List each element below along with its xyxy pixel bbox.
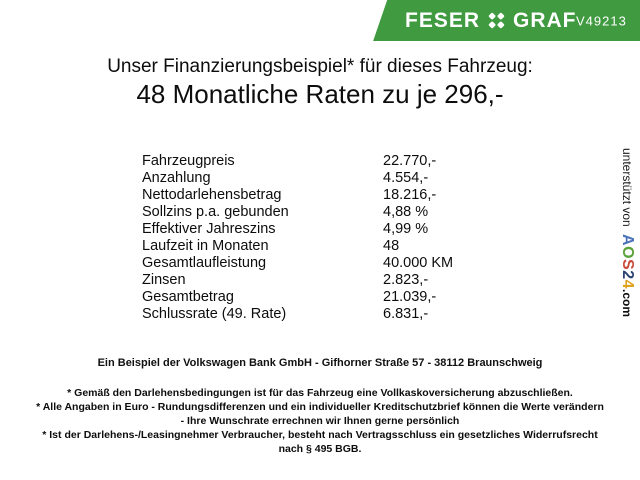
- finance-table: Fahrzeugpreis 22.770,- Anzahlung 4.554,- Net…: [142, 153, 453, 323]
- aos24-letter: O: [619, 245, 636, 259]
- clover-icon: [487, 11, 506, 30]
- finance-row-value: 4,88 %: [383, 204, 429, 220]
- finance-row-value: 6.831,-: [383, 306, 429, 322]
- finance-row-label: Gesamtlaufleistung: [142, 255, 267, 271]
- finance-row-value: 48: [383, 238, 400, 254]
- finance-row: Sollzins p.a. gebunden 4,88 %: [142, 204, 453, 221]
- aos24-letter: 2: [619, 269, 636, 280]
- finance-row-value: 22.770,-: [383, 153, 437, 169]
- finance-row-label: Schlussrate (49. Rate): [142, 306, 287, 322]
- support-watermark: unterstützt von AOS24 .com: [618, 148, 636, 317]
- watermark-domain-suffix: .com: [620, 288, 634, 317]
- finance-row-label: Sollzins p.a. gebunden: [142, 204, 289, 220]
- finance-row-label: Zinsen: [142, 272, 186, 288]
- aos24-letter: A: [619, 233, 636, 246]
- finance-row: Nettodarlehensbetrag 18.216,-: [142, 187, 453, 204]
- aos24-letter: S: [619, 258, 636, 270]
- header-banner: FESER GRAF V49213: [373, 0, 640, 41]
- disclaimer-line: nach § 495 BGB.: [278, 443, 362, 455]
- finance-row: Effektiver Jahreszins 4,99 %: [142, 221, 453, 238]
- disclaimer-block: * Gemäß den Darlehensbedingungen ist für…: [0, 386, 640, 456]
- vehicle-code: V49213: [576, 13, 627, 28]
- finance-row-value: 2.823,-: [383, 272, 429, 288]
- finance-row-value: 21.039,-: [383, 289, 437, 305]
- disclaimer-line: * Alle Angaben in Euro - Rundungsdiffere…: [36, 401, 604, 413]
- finance-row: Schlussrate (49. Rate) 6.831,-: [142, 306, 453, 323]
- finance-row-label: Fahrzeugpreis: [142, 153, 235, 169]
- finance-row: Laufzeit in Monaten 48: [142, 238, 453, 255]
- finance-row-value: 4.554,-: [383, 170, 429, 186]
- title-line-2: 48 Monatliche Raten zu je 296,-: [136, 79, 504, 109]
- finance-row: Gesamtbetrag 21.039,-: [142, 289, 453, 306]
- finance-row-value: 4,99 %: [383, 221, 429, 237]
- finance-row: Fahrzeugpreis 22.770,-: [142, 153, 453, 170]
- disclaimer-line: - Ihre Wunschrate errechnen wir Ihnen ge…: [180, 415, 460, 427]
- finance-row-label: Gesamtbetrag: [142, 289, 234, 305]
- finance-row: Anzahlung 4.554,-: [142, 170, 453, 187]
- finance-row: Zinsen 2.823,-: [142, 272, 453, 289]
- finance-row-value: 40.000 KM: [383, 255, 454, 271]
- finance-row-label: Nettodarlehensbetrag: [142, 187, 282, 203]
- title-block: Unser Finanzierungsbeispiel* für dieses …: [0, 56, 640, 109]
- disclaimer-line: * Ist der Darlehens-/Leasingnehmer Verbr…: [42, 429, 598, 441]
- finance-row-label: Anzahlung: [142, 170, 211, 186]
- watermark-prefix-label: unterstützt von: [620, 148, 634, 227]
- finance-row-value: 18.216,-: [383, 187, 437, 203]
- title-line-1: Unser Finanzierungsbeispiel* für dieses …: [107, 56, 533, 77]
- brand-name-right: GRAF: [513, 8, 577, 32]
- disclaimer-line: * Gemäß den Darlehensbedingungen ist für…: [67, 387, 573, 399]
- finance-row-label: Laufzeit in Monaten: [142, 238, 269, 254]
- aos24-letter: 4: [619, 279, 636, 289]
- brand-name-left: FESER: [405, 8, 481, 32]
- finance-row: Gesamtlaufleistung 40.000 KM: [142, 255, 453, 272]
- aos24-logo: AOS24: [618, 234, 636, 289]
- finance-row-label: Effektiver Jahreszins: [142, 221, 276, 237]
- bank-address-line: Ein Beispiel der Volkswagen Bank GmbH - …: [97, 357, 543, 369]
- brand-logo: FESER GRAF: [405, 9, 577, 33]
